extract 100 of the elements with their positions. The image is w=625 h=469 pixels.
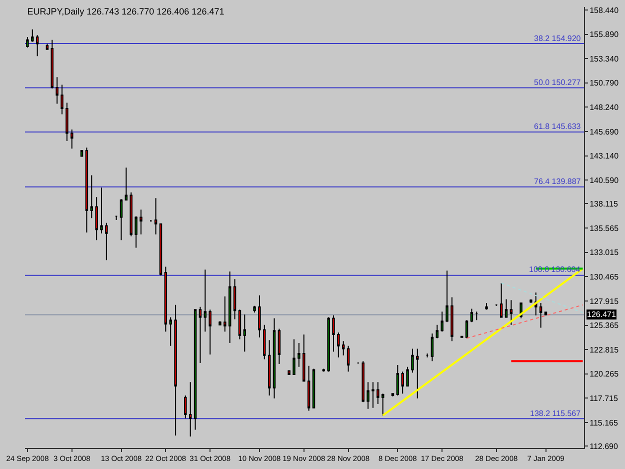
candlestick: [446, 270, 448, 323]
candlestick: [105, 222, 108, 261]
y-tick-label: 150.790: [590, 78, 620, 88]
y-tick-label: 117.715: [590, 394, 618, 403]
candlestick: [327, 316, 330, 372]
candlestick: [530, 298, 532, 304]
candlestick: [298, 342, 300, 368]
candlestick: [258, 294, 261, 338]
candlestick: [120, 198, 123, 241]
candlestick: [56, 76, 58, 104]
candlestick: [174, 304, 177, 436]
candlestick: [366, 382, 370, 410]
candlestick: [224, 296, 226, 332]
y-tick-label: 148.240: [590, 102, 620, 112]
candlestick: [60, 84, 64, 115]
candlestick: [510, 300, 513, 326]
ref-line-label: 138.2 115.567: [530, 409, 582, 418]
candlestick: [95, 196, 98, 241]
y-tick-label: 158.440: [590, 6, 620, 15]
y-tick-label: 120.265: [590, 370, 620, 379]
candlestick: [26, 36, 29, 48]
candlestick: [268, 340, 271, 396]
candlestick: [272, 318, 276, 399]
candlestick: [198, 306, 202, 364]
candlestick: [396, 364, 400, 396]
ref-line-label: 38.2 154.920: [534, 34, 582, 43]
candlestick: [307, 365, 310, 412]
candlestick: [372, 382, 374, 408]
candlestick: [376, 382, 380, 405]
candlestick: [539, 302, 542, 328]
y-tick-label: 125.365: [590, 321, 620, 330]
y-tick-label: 145.690: [590, 127, 620, 136]
y-tick-label: 155.890: [590, 30, 620, 40]
y-tick-label: 140.590: [590, 176, 620, 185]
y-tick-label: 122.815: [590, 345, 620, 354]
y-tick-label: 127.915: [590, 296, 620, 306]
candlestick: [218, 320, 222, 326]
y-tick-label: 153.340: [590, 54, 620, 64]
candlestick: [124, 167, 128, 201]
candlestick: [470, 308, 474, 323]
candlestick: [233, 278, 236, 320]
candlestick: [436, 324, 439, 339]
candlestick: [204, 269, 207, 332]
candlestick: [465, 320, 468, 339]
candlestick: [450, 296, 454, 342]
candlestick: [169, 316, 172, 346]
ref-line-label: 61.8 145.633: [534, 122, 582, 131]
candlestick: [381, 393, 384, 416]
candlestick: [292, 338, 296, 375]
candlestick: [208, 309, 212, 355]
candlestick: [194, 309, 197, 430]
candlestick: [159, 223, 162, 276]
ref-line-label: 50.0 150.277: [534, 78, 582, 87]
candlestick: [504, 298, 508, 318]
candlestick: [544, 312, 548, 316]
candlestick: [430, 333, 434, 362]
candlestick: [332, 314, 335, 352]
candlestick: [263, 324, 266, 360]
candlestick: [154, 198, 158, 235]
candlestick: [416, 348, 419, 399]
y-tick-label: 126.471: [587, 310, 616, 319]
y-tick-label: 112.690: [590, 442, 618, 451]
chart-title: EURJPY,Daily 126.743 126.770 126.406 126.471: [27, 6, 224, 17]
candlestick: [134, 216, 138, 248]
candlestick: [130, 192, 132, 237]
candlestick: [253, 305, 256, 314]
candlestick: [312, 368, 316, 408]
candlestick: [362, 360, 364, 403]
y-tick-label: 138.115: [590, 200, 618, 209]
candlestick: [475, 311, 478, 321]
candlestick: [188, 382, 192, 437]
candlestick: [228, 271, 232, 344]
candlestick: [278, 328, 281, 365]
y-tick-label: 115.165: [590, 418, 618, 428]
candlestick: [401, 371, 404, 394]
candlestick: [342, 340, 345, 356]
candlestick: [31, 28, 34, 42]
candlestick: [406, 366, 409, 386]
candlestick: [184, 394, 187, 419]
candlestick: [66, 102, 68, 142]
candlestick: [114, 216, 118, 221]
candlestick: [36, 34, 39, 57]
y-tick-label: 130.465: [590, 272, 620, 282]
candlestick: [485, 302, 488, 310]
candlestick: [50, 39, 54, 90]
candlestick: [411, 348, 414, 374]
candlestick: [346, 345, 350, 372]
candlestick: [500, 282, 503, 318]
candlestick: [70, 129, 74, 150]
candlestick: [337, 332, 340, 358]
y-tick-label: 143.140: [590, 152, 620, 161]
candlestick: [90, 174, 93, 219]
candlestick: [85, 147, 88, 233]
ref-line-label: 76.4 139.887: [534, 177, 582, 186]
candlestick: [100, 187, 103, 234]
y-tick-label: 133.015: [590, 248, 620, 258]
candlestick: [140, 209, 142, 235]
candlestick: [164, 266, 168, 332]
candlestick: [46, 43, 49, 50]
candlestick: [302, 334, 306, 382]
